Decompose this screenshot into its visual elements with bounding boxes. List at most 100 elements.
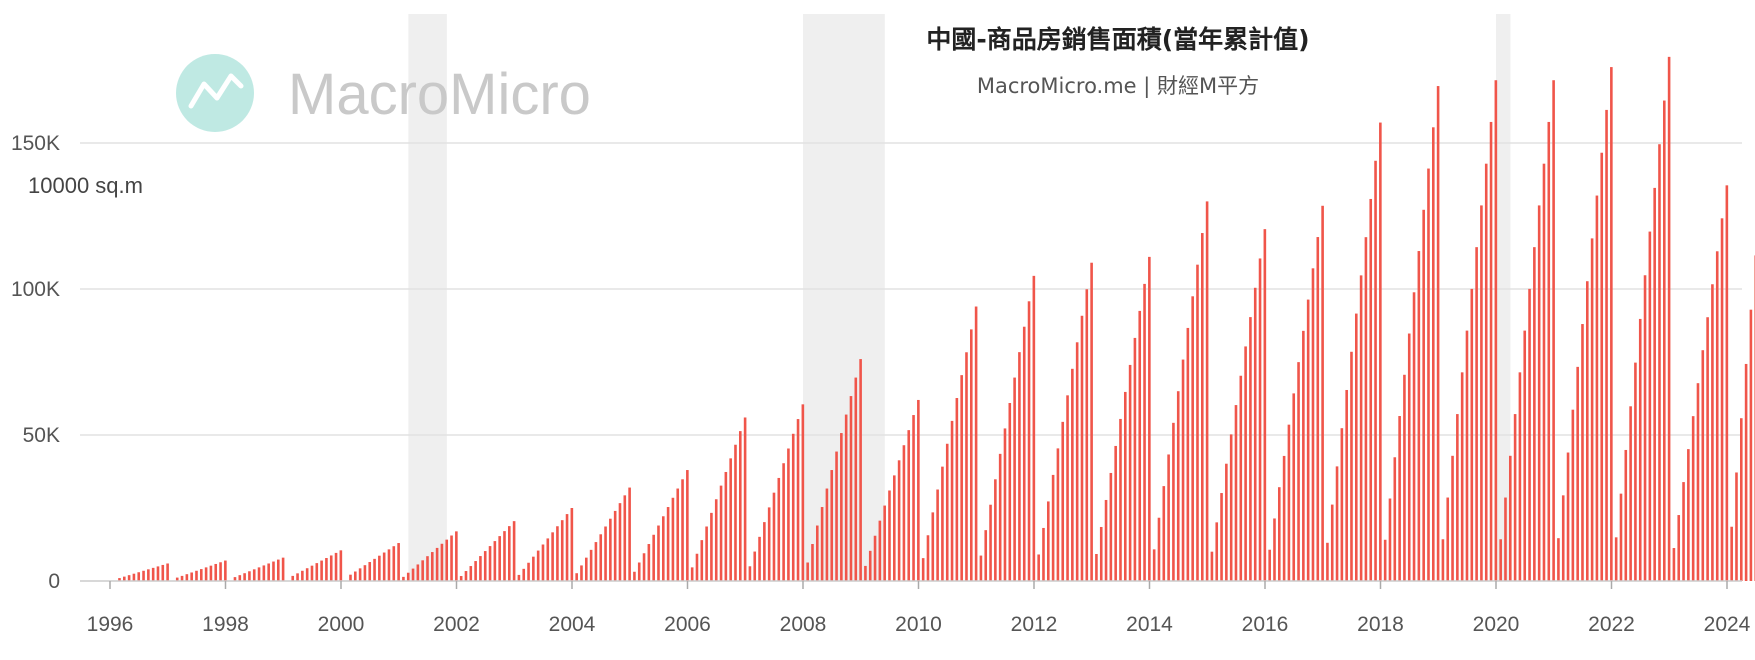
bar (1090, 262, 1093, 581)
bars (118, 56, 1755, 582)
shaded-period (1496, 14, 1511, 581)
bar (1451, 455, 1454, 581)
bar (705, 526, 708, 581)
bar (1701, 350, 1705, 581)
bar (291, 575, 295, 581)
bar (1056, 448, 1060, 581)
bar (156, 566, 160, 581)
bar (955, 398, 959, 581)
bar (1422, 209, 1425, 582)
bar (681, 479, 684, 581)
bar (1369, 198, 1373, 581)
bar (719, 485, 723, 581)
bar (676, 488, 680, 581)
bar (122, 576, 126, 581)
bar (1258, 258, 1262, 581)
bar (931, 512, 935, 581)
x-axis-ticks: 1996 1998 2000 2002 2004 2006 2008 2010 2012 2014… (87, 581, 1751, 636)
bar (1383, 539, 1387, 581)
bar (1176, 391, 1180, 581)
bar (965, 352, 968, 581)
bar (767, 507, 771, 581)
bar (387, 549, 391, 581)
bar (1042, 527, 1045, 581)
bar (349, 574, 352, 581)
bar (498, 536, 501, 581)
chart-title: 中國-商品房銷售面積(當年累計值) (926, 25, 1309, 54)
bar (873, 535, 877, 581)
bar (584, 557, 588, 581)
bar (1037, 554, 1040, 581)
bar (1513, 414, 1517, 581)
bar (686, 470, 689, 581)
bar (710, 512, 713, 581)
bar (1215, 522, 1219, 581)
x-tick-label: 2020 (1473, 613, 1520, 636)
bar (897, 460, 901, 581)
bar (219, 562, 222, 581)
bar (989, 504, 992, 581)
bar (411, 568, 415, 581)
bar (647, 544, 651, 581)
bar (1585, 281, 1589, 581)
bar (1326, 542, 1329, 581)
bar (166, 563, 169, 581)
bar (1244, 346, 1247, 581)
bar (358, 568, 362, 581)
bar (1133, 337, 1137, 581)
bar (435, 547, 439, 581)
bar (1085, 289, 1089, 581)
bar (195, 570, 198, 581)
bar (835, 451, 838, 581)
bar (1287, 424, 1291, 581)
bar (1537, 205, 1541, 582)
bar (1561, 495, 1565, 581)
bar (551, 532, 554, 581)
bar (445, 539, 449, 581)
bar (763, 522, 766, 581)
bar (1061, 421, 1065, 581)
bar (633, 571, 636, 581)
bar (1441, 539, 1445, 581)
bar (695, 553, 699, 581)
bar (1268, 549, 1271, 581)
bar (1172, 422, 1175, 581)
bar (488, 546, 492, 581)
bar (1706, 317, 1709, 581)
bar (522, 568, 526, 581)
bar (137, 572, 141, 581)
bar (883, 505, 886, 581)
bar (628, 487, 631, 581)
bar (565, 514, 569, 581)
bar (1311, 268, 1315, 581)
bar (1682, 482, 1685, 581)
chart-subtitle: MacroMicro.me | 財經M平方 (977, 74, 1259, 99)
bar (440, 543, 444, 581)
bar (556, 526, 559, 581)
bar (599, 534, 603, 581)
bar (536, 550, 540, 581)
bar (830, 470, 834, 581)
bar (1292, 393, 1296, 581)
bar (310, 565, 314, 581)
y-tick-label: 100K (11, 278, 60, 301)
bar (820, 507, 824, 581)
bar (753, 551, 757, 581)
bar (859, 359, 862, 581)
bar (1571, 409, 1575, 581)
bar (604, 526, 607, 581)
bar (1306, 299, 1310, 581)
bar (224, 560, 227, 581)
bar (1071, 368, 1074, 581)
bar (1109, 472, 1113, 581)
bar (1027, 301, 1031, 581)
bar (1143, 283, 1146, 581)
bar (1744, 363, 1748, 581)
bar (1412, 292, 1416, 581)
bar (276, 559, 280, 581)
bar (1205, 201, 1209, 581)
x-tick-label: 1996 (87, 613, 134, 636)
bar (974, 306, 978, 581)
bar (787, 448, 790, 581)
bar (738, 431, 742, 581)
